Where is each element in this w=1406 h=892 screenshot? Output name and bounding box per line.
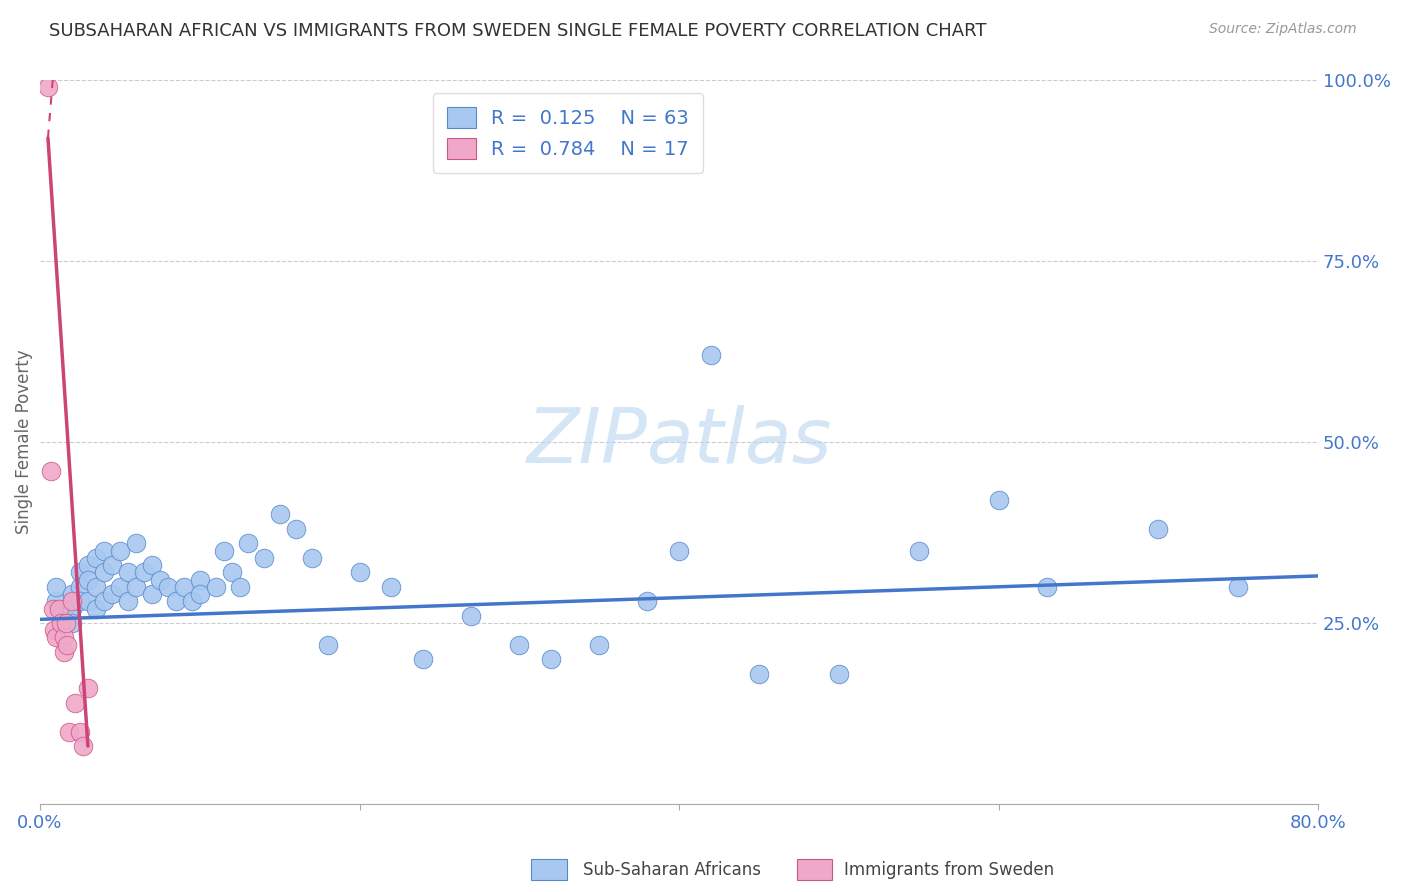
Point [77, 681, 100, 695]
Point [125, 536, 148, 550]
Point [77, 573, 100, 587]
Point [180, 594, 202, 608]
Point [37, 80, 59, 95]
Point [45, 594, 67, 608]
Point [212, 543, 235, 558]
Point [49, 615, 72, 630]
Point [1227, 580, 1250, 594]
Point [125, 580, 148, 594]
Point [93, 594, 115, 608]
Point [52, 645, 75, 659]
Point [828, 666, 851, 681]
Point [45, 631, 67, 645]
Text: Source: ZipAtlas.com: Source: ZipAtlas.com [1209, 22, 1357, 37]
Point [101, 587, 124, 601]
Point [132, 566, 155, 580]
Point [60, 615, 83, 630]
Point [460, 608, 482, 623]
Text: Sub-Saharan Africans: Sub-Saharan Africans [583, 861, 762, 879]
Point [52, 601, 75, 615]
Point [540, 652, 562, 666]
Point [39, 464, 62, 478]
Point [117, 594, 139, 608]
Text: SUBSAHARAN AFRICAN VS IMMIGRANTS FROM SWEDEN SINGLE FEMALE POVERTY CORRELATION C: SUBSAHARAN AFRICAN VS IMMIGRANTS FROM SW… [49, 22, 987, 40]
Point [380, 580, 402, 594]
Point [84, 601, 107, 615]
Point [69, 580, 91, 594]
Point [117, 566, 139, 580]
Point [52, 631, 75, 645]
Point [165, 594, 187, 608]
Point [508, 638, 530, 652]
Point [60, 594, 83, 608]
Point [987, 492, 1010, 507]
Point [907, 543, 929, 558]
Point [69, 594, 91, 608]
Point [316, 638, 339, 652]
Point [141, 558, 163, 572]
Text: ZIPatlas: ZIPatlas [526, 405, 832, 479]
Point [45, 580, 67, 594]
Point [412, 652, 434, 666]
Point [636, 594, 658, 608]
Point [141, 587, 163, 601]
Point [56, 638, 79, 652]
Point [269, 508, 291, 522]
Point [60, 601, 83, 615]
Y-axis label: Single Female Poverty: Single Female Poverty [15, 350, 32, 534]
Point [69, 724, 91, 739]
Point [188, 573, 211, 587]
Point [228, 580, 250, 594]
Point [48, 601, 70, 615]
Text: Immigrants from Sweden: Immigrants from Sweden [844, 861, 1053, 879]
Point [1147, 522, 1170, 536]
Point [42, 601, 65, 615]
Point [58, 724, 80, 739]
Point [93, 566, 115, 580]
Point [236, 536, 259, 550]
Point [349, 566, 371, 580]
Point [173, 580, 195, 594]
Legend: R =  0.125    N = 63, R =  0.784    N = 17: R = 0.125 N = 63, R = 0.784 N = 17 [433, 94, 703, 173]
Point [84, 580, 107, 594]
Point [149, 573, 172, 587]
Point [253, 550, 276, 565]
Point [700, 348, 723, 362]
Point [188, 587, 211, 601]
Point [668, 543, 690, 558]
Point [156, 580, 179, 594]
Point [588, 638, 610, 652]
Point [72, 739, 94, 753]
Point [221, 566, 243, 580]
Point [69, 566, 91, 580]
Point [44, 624, 66, 638]
Point [93, 543, 115, 558]
Point [108, 543, 131, 558]
Point [77, 558, 100, 572]
Point [101, 558, 124, 572]
Point [204, 580, 226, 594]
Point [301, 550, 323, 565]
Point [108, 580, 131, 594]
Point [748, 666, 770, 681]
Point [63, 696, 86, 710]
Point [1035, 580, 1057, 594]
Point [84, 550, 107, 565]
Point [55, 615, 77, 630]
Point [60, 587, 83, 601]
Point [284, 522, 307, 536]
Point [77, 594, 100, 608]
